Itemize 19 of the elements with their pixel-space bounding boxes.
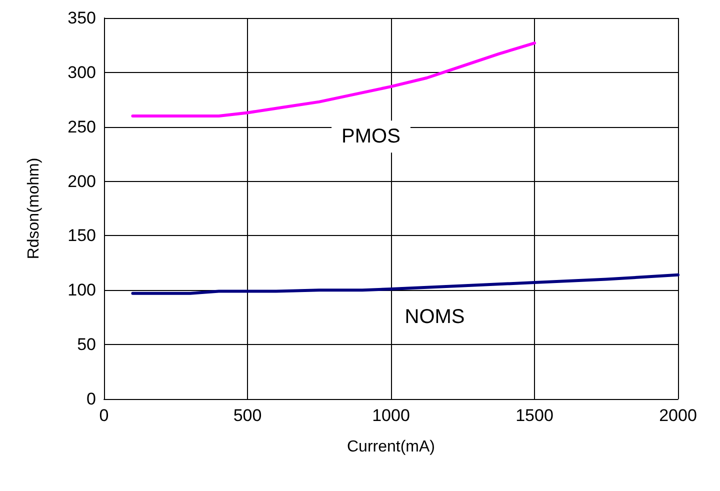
y-tick-label: 0: [86, 390, 96, 408]
series-label: PMOS: [342, 126, 400, 148]
y-tick-label: 100: [68, 280, 96, 300]
x-axis-title: Current(mA): [346, 438, 436, 456]
line-series: [131, 42, 536, 118]
y-tick-label: 250: [68, 117, 96, 136]
y-tick-label: 350: [68, 8, 96, 28]
y-tick-label: 200: [68, 172, 96, 191]
y-tick-label: 50: [77, 335, 96, 354]
series-label: NOMS: [404, 306, 465, 328]
x-tick-label: 1500: [516, 406, 554, 425]
y-tick-label: 150: [68, 226, 96, 246]
line-series: [131, 273, 680, 295]
x-tick-label: 1000: [372, 406, 410, 425]
x-tick-label: 2000: [659, 406, 697, 425]
x-tick-label: 500: [233, 406, 262, 425]
y-axis-title: Rdson(mohm): [26, 158, 42, 260]
x-tick-label: 0: [99, 406, 109, 425]
y-tick-label: 300: [68, 62, 96, 82]
